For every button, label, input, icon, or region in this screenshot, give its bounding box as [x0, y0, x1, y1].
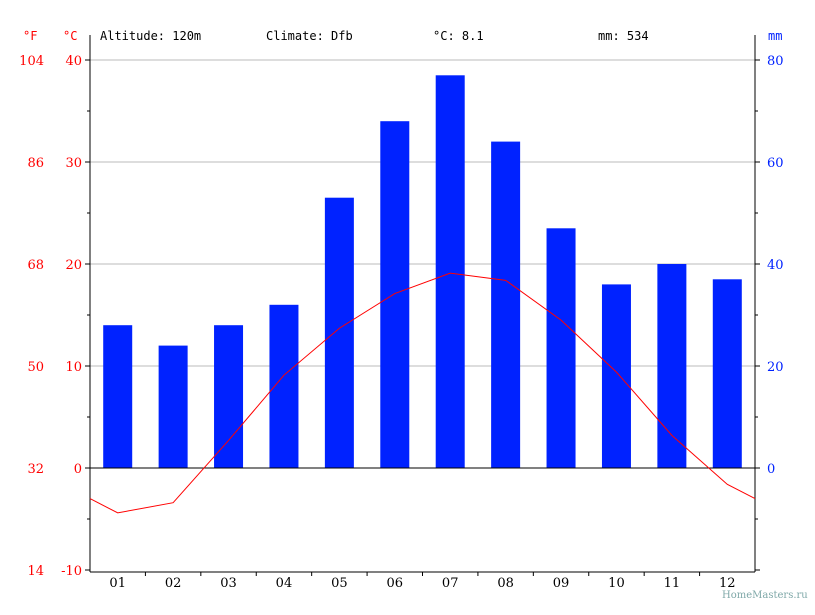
precipitation-bar-07: [436, 75, 465, 468]
fahrenheit-tick-label: 104: [19, 54, 44, 69]
precipitation-bar-08: [491, 142, 520, 468]
precipitation-bar-09: [547, 228, 576, 468]
temperature-line: [90, 273, 755, 513]
month-label: 07: [442, 576, 459, 591]
precipitation-bar-05: [325, 198, 354, 468]
month-label: 01: [109, 576, 126, 591]
month-label: 05: [331, 576, 348, 591]
mm-axis-label: mm: [768, 29, 782, 43]
precipitation-bar-06: [380, 121, 409, 468]
celsius-tick-label: 0: [74, 462, 82, 477]
watermark: HomeMasters.ru: [722, 590, 808, 601]
precip-total-label: mm: 534: [598, 29, 649, 43]
month-label: 08: [497, 576, 514, 591]
precipitation-bar-01: [103, 325, 132, 468]
month-label: 12: [719, 576, 736, 591]
precipitation-bar-02: [159, 346, 188, 468]
precipitation-bar-11: [657, 264, 686, 468]
precipitation-bar-12: [713, 279, 742, 468]
celsius-tick-label: 20: [65, 258, 82, 273]
celsius-axis-label: °C: [63, 29, 77, 43]
celsius-tick-label: -10: [61, 564, 82, 579]
fahrenheit-tick-label: 50: [27, 360, 44, 375]
precipitation-bar-03: [214, 325, 243, 468]
celsius-tick-label: 10: [65, 360, 82, 375]
month-label: 06: [387, 576, 404, 591]
celsius-tick-label: 30: [65, 156, 82, 171]
altitude-label: Altitude: 120m: [100, 29, 201, 43]
month-label: 09: [553, 576, 570, 591]
climate-label: Climate: Dfb: [266, 29, 353, 43]
fahrenheit-tick-label: 68: [27, 258, 44, 273]
month-label: 02: [165, 576, 182, 591]
fahrenheit-tick-label: 32: [27, 462, 44, 477]
mm-tick-label: 80: [767, 54, 784, 69]
mm-tick-label: 40: [767, 258, 784, 273]
mm-tick-label: 20: [767, 360, 784, 375]
month-label: 03: [220, 576, 237, 591]
mm-tick-label: 0: [767, 462, 775, 477]
precipitation-bar-10: [602, 284, 631, 468]
mean-temp-label: °C: 8.1: [433, 29, 484, 43]
fahrenheit-axis-label: °F: [23, 29, 37, 43]
month-label: 11: [664, 576, 681, 591]
celsius-tick-label: 40: [65, 54, 82, 69]
fahrenheit-tick-label: 14: [27, 564, 44, 579]
mm-tick-label: 60: [767, 156, 784, 171]
fahrenheit-tick-label: 86: [27, 156, 44, 171]
month-label: 10: [608, 576, 625, 591]
month-label: 04: [276, 576, 293, 591]
